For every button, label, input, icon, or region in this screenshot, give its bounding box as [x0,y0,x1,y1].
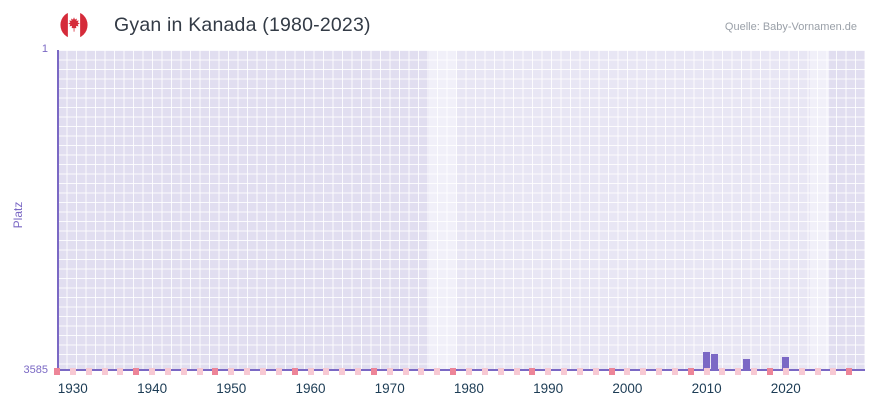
x-tick-label: 1970 [374,381,405,396]
x-tick-label: 1990 [533,381,564,396]
x-tick-label: 2000 [612,381,643,396]
no-rank-marker [196,368,203,375]
no-rank-marker [164,368,171,375]
grid-lines [57,50,865,371]
no-rank-marker-strong [450,368,457,375]
no-rank-marker [355,368,361,375]
no-rank-marker [798,368,805,375]
no-rank-marker-strong [846,368,853,375]
x-tick-label: 1940 [137,381,168,396]
rank-bar [703,351,711,371]
no-rank-marker [244,368,251,375]
no-rank-marker [497,368,504,375]
plot-area [54,50,865,375]
no-rank-marker-strong [687,368,694,375]
no-rank-marker-strong [133,368,140,375]
x-axis-line [57,369,865,371]
canada-flag-icon [60,11,88,39]
no-rank-marker [69,368,76,375]
rank-bar [742,358,750,371]
no-rank-marker [814,368,821,375]
no-rank-marker [323,368,330,375]
no-rank-marker-strong [291,368,298,375]
source-credit: Quelle: Baby-Vornamen.de [724,21,857,33]
y-tick-top: 1 [41,43,48,55]
no-rank-marker [592,368,599,375]
no-rank-marker [339,368,346,375]
no-rank-marker [418,368,425,375]
no-rank-marker [481,368,488,375]
no-rank-marker [576,368,583,375]
rank-bar [782,357,790,371]
x-tick-label: 1950 [216,381,247,396]
no-rank-marker [149,368,156,375]
no-rank-marker [307,368,314,375]
x-tick-label: 1980 [453,381,484,396]
no-rank-marker-strong [370,368,377,375]
y-axis-title: Platz [11,201,25,229]
no-rank-marker-strong [212,368,219,375]
x-tick-label: 2010 [691,381,722,396]
x-tick-label: 1960 [295,381,326,396]
y-axis-line [57,50,59,371]
no-rank-marker [545,368,552,375]
no-rank-marker-strong [529,368,536,375]
no-rank-marker-strong [766,368,773,375]
no-rank-marker [719,368,726,375]
no-rank-marker [703,368,710,375]
no-rank-marker [782,368,789,375]
no-rank-marker [735,368,742,375]
no-rank-marker [275,368,282,375]
y-tick-bottom: 3585 [23,364,48,376]
no-rank-marker [640,368,647,375]
no-rank-marker [180,368,187,375]
rank-bar [711,354,718,371]
x-tick-label: 2020 [770,381,801,396]
no-rank-marker [624,368,631,375]
no-rank-marker [830,368,837,375]
no-rank-marker [260,368,266,375]
no-rank-marker [434,368,441,375]
no-rank-marker [513,368,520,375]
x-axis-ticks: 1930 1940 1950 1960 1970 1980 1990 2000 2010 2020 [57,381,865,403]
no-rank-marker [101,368,108,375]
no-rank-marker [671,368,678,375]
no-rank-marker [117,368,124,375]
no-rank-marker [751,368,758,375]
no-rank-marker [465,368,472,375]
x-tick-label: 1930 [57,381,88,396]
no-rank-marker [228,368,235,375]
no-rank-marker [656,368,662,375]
page-title: Gyan in Kanada (1980-2023) [114,14,371,36]
no-rank-marker [85,368,92,375]
no-rank-marker [402,368,409,375]
no-rank-marker [386,368,393,375]
no-rank-marker-strong [608,368,615,375]
no-rank-marker-strong [54,368,60,375]
no-rank-marker [561,368,567,375]
